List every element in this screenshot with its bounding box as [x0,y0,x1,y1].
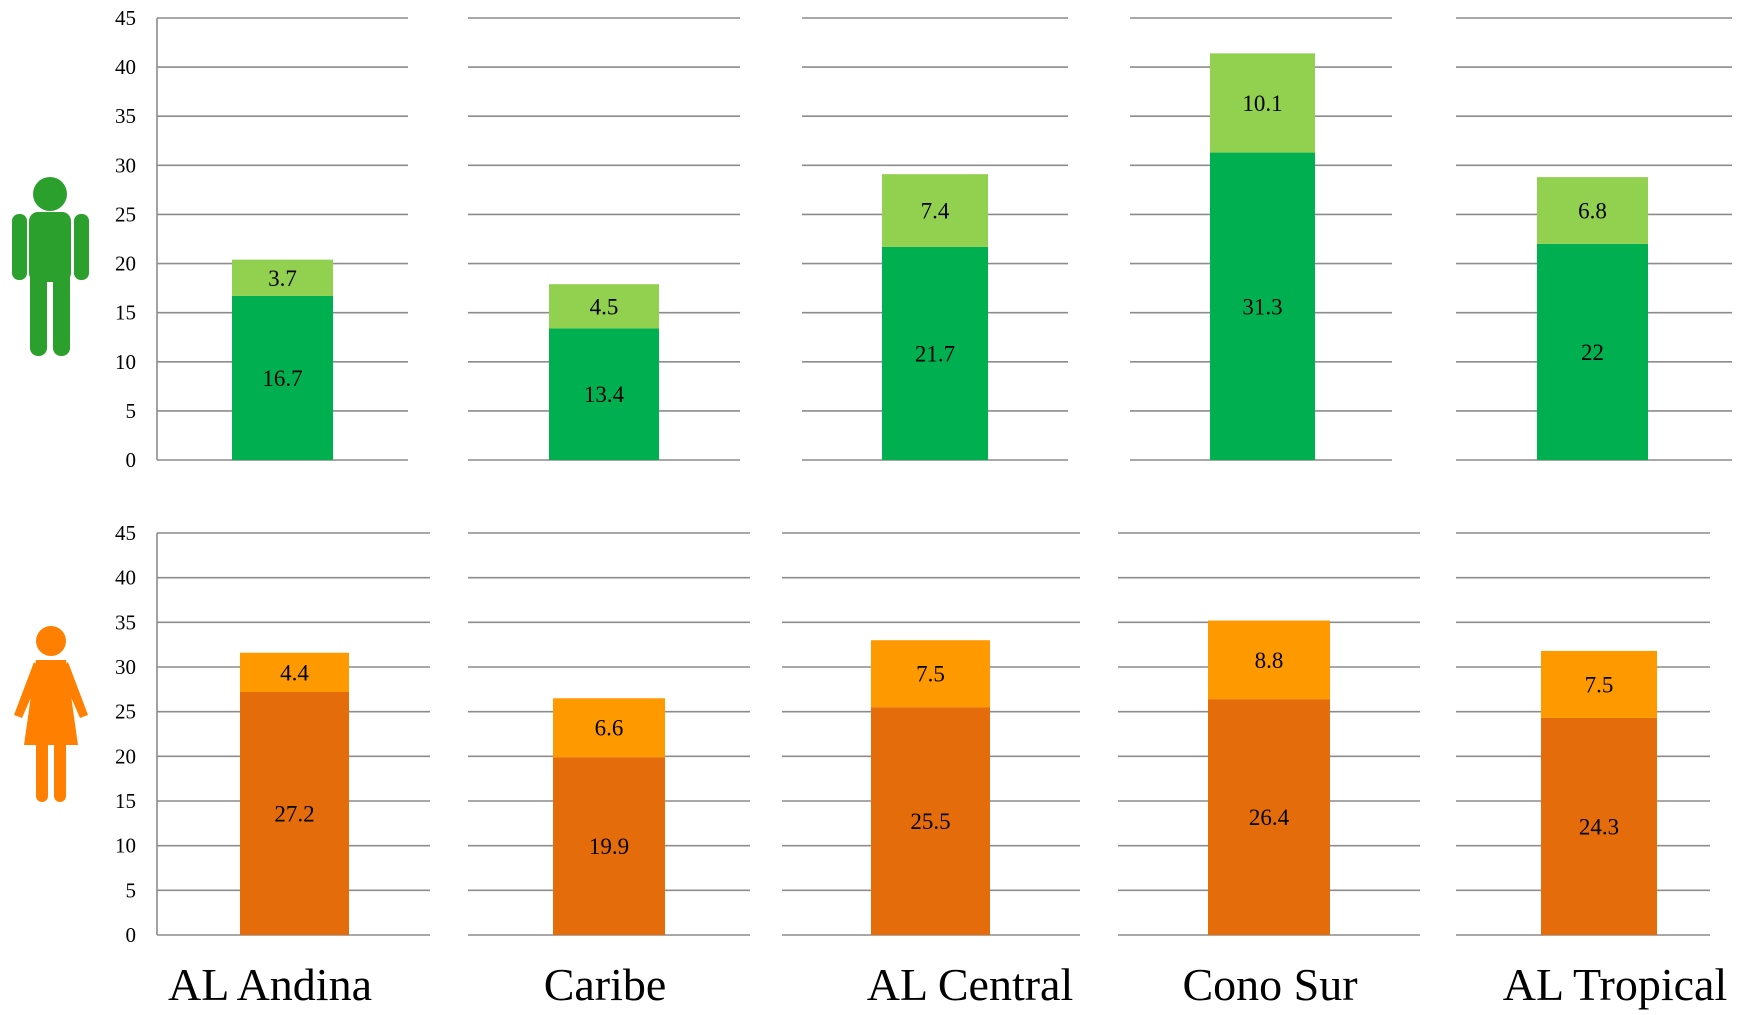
data-label-female-al-andina-segment-0: 27.2 [274,802,314,827]
data-label-male-caribe-segment-0: 13.4 [584,382,625,407]
y-tick-label-male-40: 40 [115,55,136,79]
bar-female-cono-sur-segment-0 [1208,699,1330,935]
region-label-cono-sur: Cono Sur [1182,959,1358,1010]
data-label-female-al-tropical-segment-0: 24.3 [1579,814,1619,839]
bar-male-cono-sur-segment-0 [1210,152,1315,460]
region-label-al-andina: AL Andina [168,959,372,1010]
y-tick-label-male-25: 25 [115,202,136,226]
y-tick-label-female-40: 40 [115,566,136,590]
bar-male-al-central-segment-1 [882,174,988,247]
y-tick-label-male-45: 45 [115,6,136,30]
data-label-male-cono-sur-segment-0: 31.3 [1242,294,1282,319]
data-label-female-al-central-segment-1: 7.5 [916,662,945,687]
bar-female-al-andina-segment-1 [240,652,349,693]
data-label-female-al-tropical-segment-1: 7.5 [1585,672,1614,697]
y-tick-label-female-25: 25 [115,700,136,724]
y-tick-label-female-0: 0 [126,923,137,947]
data-label-male-al-central-segment-1: 7.4 [921,199,950,224]
bar-female-cono-sur-segment-1 [1208,620,1330,700]
y-tick-label-female-5: 5 [126,878,137,902]
bar-male-caribe-segment-0 [549,328,659,460]
bar-male-cono-sur-segment-1 [1210,53,1315,153]
y-tick-label-male-10: 10 [115,350,136,374]
data-label-male-al-andina-segment-0: 16.7 [262,366,302,391]
bar-male-al-central-segment-0 [882,246,988,460]
data-label-female-cono-sur-segment-0: 26.4 [1249,805,1290,830]
y-tick-label-male-35: 35 [115,104,136,128]
region-label-caribe: Caribe [543,959,667,1010]
bar-female-al-tropical-segment-1 [1541,650,1657,718]
data-label-male-cono-sur-segment-1: 10.1 [1242,91,1282,116]
y-tick-label-female-45: 45 [115,521,136,545]
bar-female-caribe-segment-0 [553,757,665,935]
bar-male-al-tropical-segment-0 [1537,243,1648,460]
data-label-female-caribe-segment-1: 6.6 [595,716,624,741]
y-tick-label-female-35: 35 [115,610,136,634]
chart-panel-female: 0 5 10 15 20 25 30 35 40 45 27.2 4.4 19.9 6.6 25.5 7.5 2… [115,521,1710,947]
bar-female-caribe-segment-1 [553,698,665,758]
data-label-male-caribe-segment-1: 4.5 [590,294,619,319]
y-tick-label-male-15: 15 [115,301,136,325]
data-label-female-al-andina-segment-1: 4.4 [280,660,309,685]
data-label-female-cono-sur-segment-1: 8.8 [1255,648,1284,673]
y-tick-label-male-30: 30 [115,153,136,177]
y-tick-label-female-20: 20 [115,744,136,768]
chart-panel-male: 0 5 10 15 20 25 30 35 40 45 16.7 3.7 13.4 4.5 21.7 7.4 3… [115,6,1732,472]
bar-male-caribe-segment-1 [549,284,659,329]
bar-male-al-tropical-segment-1 [1537,177,1648,244]
y-tick-label-female-30: 30 [115,655,136,679]
y-tick-label-male-0: 0 [126,448,137,472]
bar-female-al-central-segment-1 [871,640,990,708]
data-label-male-al-andina-segment-1: 3.7 [268,266,297,291]
bar-male-al-andina-segment-1 [232,259,333,296]
data-label-male-al-tropical-segment-0: 22 [1581,340,1604,365]
data-label-male-al-tropical-segment-1: 6.8 [1578,199,1607,224]
y-tick-label-female-10: 10 [115,834,136,858]
y-tick-label-male-5: 5 [126,399,137,423]
bar-male-al-andina-segment-0 [232,295,333,460]
male-figure-icon [12,177,89,356]
bar-female-al-andina-segment-0 [240,692,349,935]
bar-female-al-tropical-segment-0 [1541,717,1657,935]
region-label-al-tropical: AL Tropical [1502,959,1728,1010]
data-label-female-caribe-segment-0: 19.9 [589,834,629,859]
y-tick-label-male-20: 20 [115,252,136,276]
bar-female-al-central-segment-0 [871,707,990,935]
region-label-al-central: AL Central [866,959,1074,1010]
female-figure-icon [14,626,88,802]
data-label-female-al-central-segment-0: 25.5 [910,809,950,834]
data-label-male-al-central-segment-0: 21.7 [915,341,955,366]
y-tick-label-female-15: 15 [115,789,136,813]
